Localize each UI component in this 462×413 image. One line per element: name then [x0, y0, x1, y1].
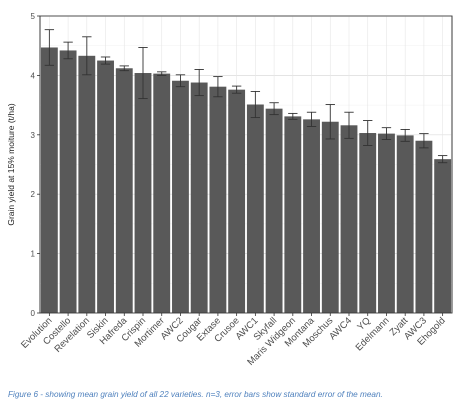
figure-caption: Figure 6 - showing mean grain yield of a…: [8, 390, 383, 399]
bar: [246, 104, 264, 313]
y-tick-label: 4: [31, 71, 36, 80]
bar: [359, 133, 377, 313]
plot-border: [39, 15, 453, 314]
y-tick-label: 1: [31, 250, 36, 259]
bar: [396, 135, 414, 313]
bar: [97, 60, 114, 313]
bar: [153, 73, 171, 313]
bar: [265, 108, 283, 313]
chart: 0 1 2 3 4 5 Evolution Costello Revelation Siskin H…: [6, 12, 453, 368]
bar: [303, 119, 320, 313]
bar: [190, 82, 208, 313]
bar: [209, 86, 227, 313]
y-axis-title: Grain yield at 15% moiture (t/ha): [6, 103, 16, 226]
bar: [378, 133, 395, 313]
bar: [434, 159, 452, 313]
bar: [415, 140, 433, 313]
bar: [228, 89, 246, 313]
bar: [284, 116, 302, 313]
bar: [115, 68, 133, 313]
bar: [172, 80, 189, 313]
y-tick-label: 3: [31, 131, 36, 140]
bar: [40, 47, 58, 314]
bar: [59, 50, 77, 314]
y-tick-label: 0: [31, 309, 36, 318]
y-tick-label: 5: [31, 12, 36, 21]
bar-chart: 012345EvolutionCostelloRevelationSiskinH…: [6, 12, 453, 368]
bar: [134, 73, 152, 313]
bar: [321, 121, 339, 314]
y-tick-label: 2: [31, 190, 36, 199]
bar: [340, 125, 358, 314]
bar: [78, 55, 96, 313]
